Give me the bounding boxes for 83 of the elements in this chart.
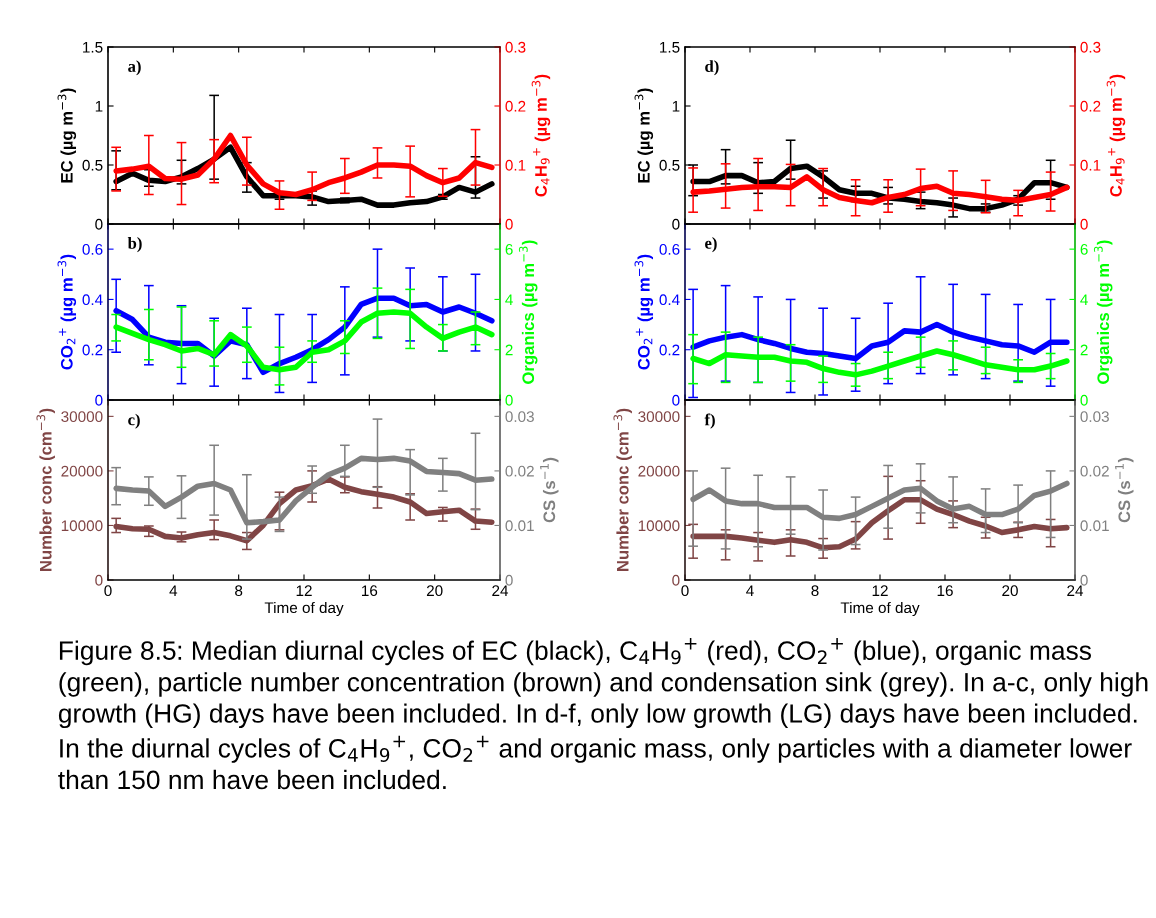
y-tick-label: 1.5 xyxy=(83,42,103,53)
y2-tick-label: 0.2 xyxy=(505,100,526,112)
y2-tick-label: 0 xyxy=(1080,394,1088,406)
y2-tick-label: 2 xyxy=(1080,344,1088,356)
y2-axis-title: C$_{4}$H$_{9}$$^{+}$ (µg m$^{−3}$) xyxy=(1106,74,1126,197)
x-tick-label: 4 xyxy=(169,585,178,596)
y2-tick-label: 0 xyxy=(1080,218,1088,230)
y2-tick-label: 0.3 xyxy=(1080,41,1101,53)
x-tick-label: 20 xyxy=(426,585,443,597)
y-tick-label: 0.6 xyxy=(659,244,680,255)
y2-tick-label: 0.3 xyxy=(505,41,526,53)
y2-tick-label: 0 xyxy=(1080,574,1088,586)
y-tick-label: 0 xyxy=(95,394,103,406)
x-tick-label: 12 xyxy=(296,585,312,596)
y-tick-label: 0.4 xyxy=(82,294,103,306)
y2-tick-label: 0 xyxy=(505,218,513,230)
x-tick-label: 4 xyxy=(746,585,754,596)
y-axis-title: Number conc (cm$^{−3}$) xyxy=(36,408,55,571)
x-tick-label: 16 xyxy=(937,585,953,597)
annotation: f) xyxy=(704,413,715,429)
y-tick-label: 0 xyxy=(95,218,103,230)
y-tick-label: 0.5 xyxy=(659,159,680,171)
y2-tick-label: 0.02 xyxy=(1080,465,1109,477)
y2-tick-label: 4 xyxy=(1080,294,1088,305)
y2-tick-label: 0.03 xyxy=(1080,411,1109,423)
y2-tick-label: 0.1 xyxy=(1080,159,1101,171)
y-axis-title: CO$_{2}$$^{+}$ (µg m$^{−3}$) xyxy=(634,254,654,370)
x-tick-label: 0 xyxy=(104,585,112,597)
y2-axis-title: CS (s$^{−1}$) xyxy=(1115,457,1134,523)
y2-axis-title: Organics (µg m$^{−3}$) xyxy=(1093,240,1113,384)
x-tick-label: 24 xyxy=(1067,585,1084,596)
y-tick-label: 30000 xyxy=(638,411,680,423)
y2-axis-title: CS (s$^{−1}$) xyxy=(540,457,559,523)
x-tick-label: 24 xyxy=(492,585,509,596)
y-tick-label: 0 xyxy=(672,218,680,230)
y-tick-label: 10000 xyxy=(61,520,103,532)
y-tick-label: 0 xyxy=(95,574,103,586)
x-tick-label: 20 xyxy=(1002,585,1018,597)
y-tick-label: 10000 xyxy=(638,520,680,532)
y-tick-label: 20000 xyxy=(61,465,103,477)
x-axis-title: Time of day xyxy=(840,601,920,617)
y-tick-label: 1 xyxy=(672,101,680,112)
y2-tick-label: 0 xyxy=(505,394,513,406)
x-tick-label: 12 xyxy=(872,585,888,596)
y2-tick-label: 4 xyxy=(505,294,513,305)
y2-tick-label: 6 xyxy=(1080,244,1088,255)
y-axis-title: Number conc (cm$^{−3}$) xyxy=(613,408,632,571)
x-axis-title: Time of day xyxy=(264,601,344,617)
annotation: c) xyxy=(128,413,140,429)
y2-tick-label: 0 xyxy=(505,574,513,586)
y2-tick-label: 6 xyxy=(505,244,513,255)
y2-axis-title: C$_{4}$H$_{9}$$^{+}$ (µg m$^{−3}$) xyxy=(531,74,551,197)
y-tick-label: 0 xyxy=(672,394,680,406)
y-axis-title: CO$_{2}$$^{+}$ (µg m$^{−3}$) xyxy=(57,254,77,370)
annotation: b) xyxy=(127,237,142,253)
x-tick-label: 0 xyxy=(681,585,689,597)
x-tick-label: 16 xyxy=(362,585,378,597)
y-tick-label: 1 xyxy=(95,101,103,112)
y-tick-label: 0.5 xyxy=(82,159,103,171)
text: Figure 8.5: Median diurnal cycles of EC (black), C$_{4}$H$_{9}$$^{+}$ (red), CO$_{2}$$^{+}$ (blue), organic mass (green), particle number concentration (brown) and condensation sink (grey). In a-c, only high growth (HG) days have been included. In d-f, only low growth (LG) days have been included. In the diurnal cycles of C$_{4}$H$_{9}$$^{+}$, CO$_{2}$$^{+}$ and organic mass, only particles with a diameter lower than 150 nm have been included. xyxy=(58,638,1148,790)
x-tick-label: 8 xyxy=(235,585,243,597)
annotation: e) xyxy=(705,237,717,253)
y-tick-label: 20000 xyxy=(638,465,680,477)
y-axis-title: EC (µg m$^{−3}$) xyxy=(634,88,654,183)
y2-tick-label: 0.2 xyxy=(1080,100,1101,112)
annotation: d) xyxy=(705,60,719,76)
y2-tick-label: 0.03 xyxy=(505,411,534,423)
y2-axis-title: Organics (µg m$^{−3}$) xyxy=(518,240,538,384)
y2-tick-label: 0.01 xyxy=(1080,520,1109,532)
y-tick-label: 0.2 xyxy=(659,344,680,356)
y-tick-label: 0 xyxy=(672,574,680,586)
y2-tick-label: 0.1 xyxy=(505,159,526,171)
y-tick-label: 0.6 xyxy=(82,244,103,255)
y-tick-label: 0.2 xyxy=(82,344,103,356)
y2-tick-label: 0.02 xyxy=(505,465,534,477)
y-tick-label: 0.4 xyxy=(659,294,680,306)
y-tick-label: 30000 xyxy=(61,411,103,423)
y2-tick-label: 0.01 xyxy=(505,520,534,532)
y2-tick-label: 2 xyxy=(505,344,513,356)
y-tick-label: 1.5 xyxy=(660,42,680,53)
y-axis-title: EC (µg m$^{−3}$) xyxy=(57,88,77,183)
annotation: a) xyxy=(128,60,141,76)
x-tick-label: 8 xyxy=(811,585,819,597)
